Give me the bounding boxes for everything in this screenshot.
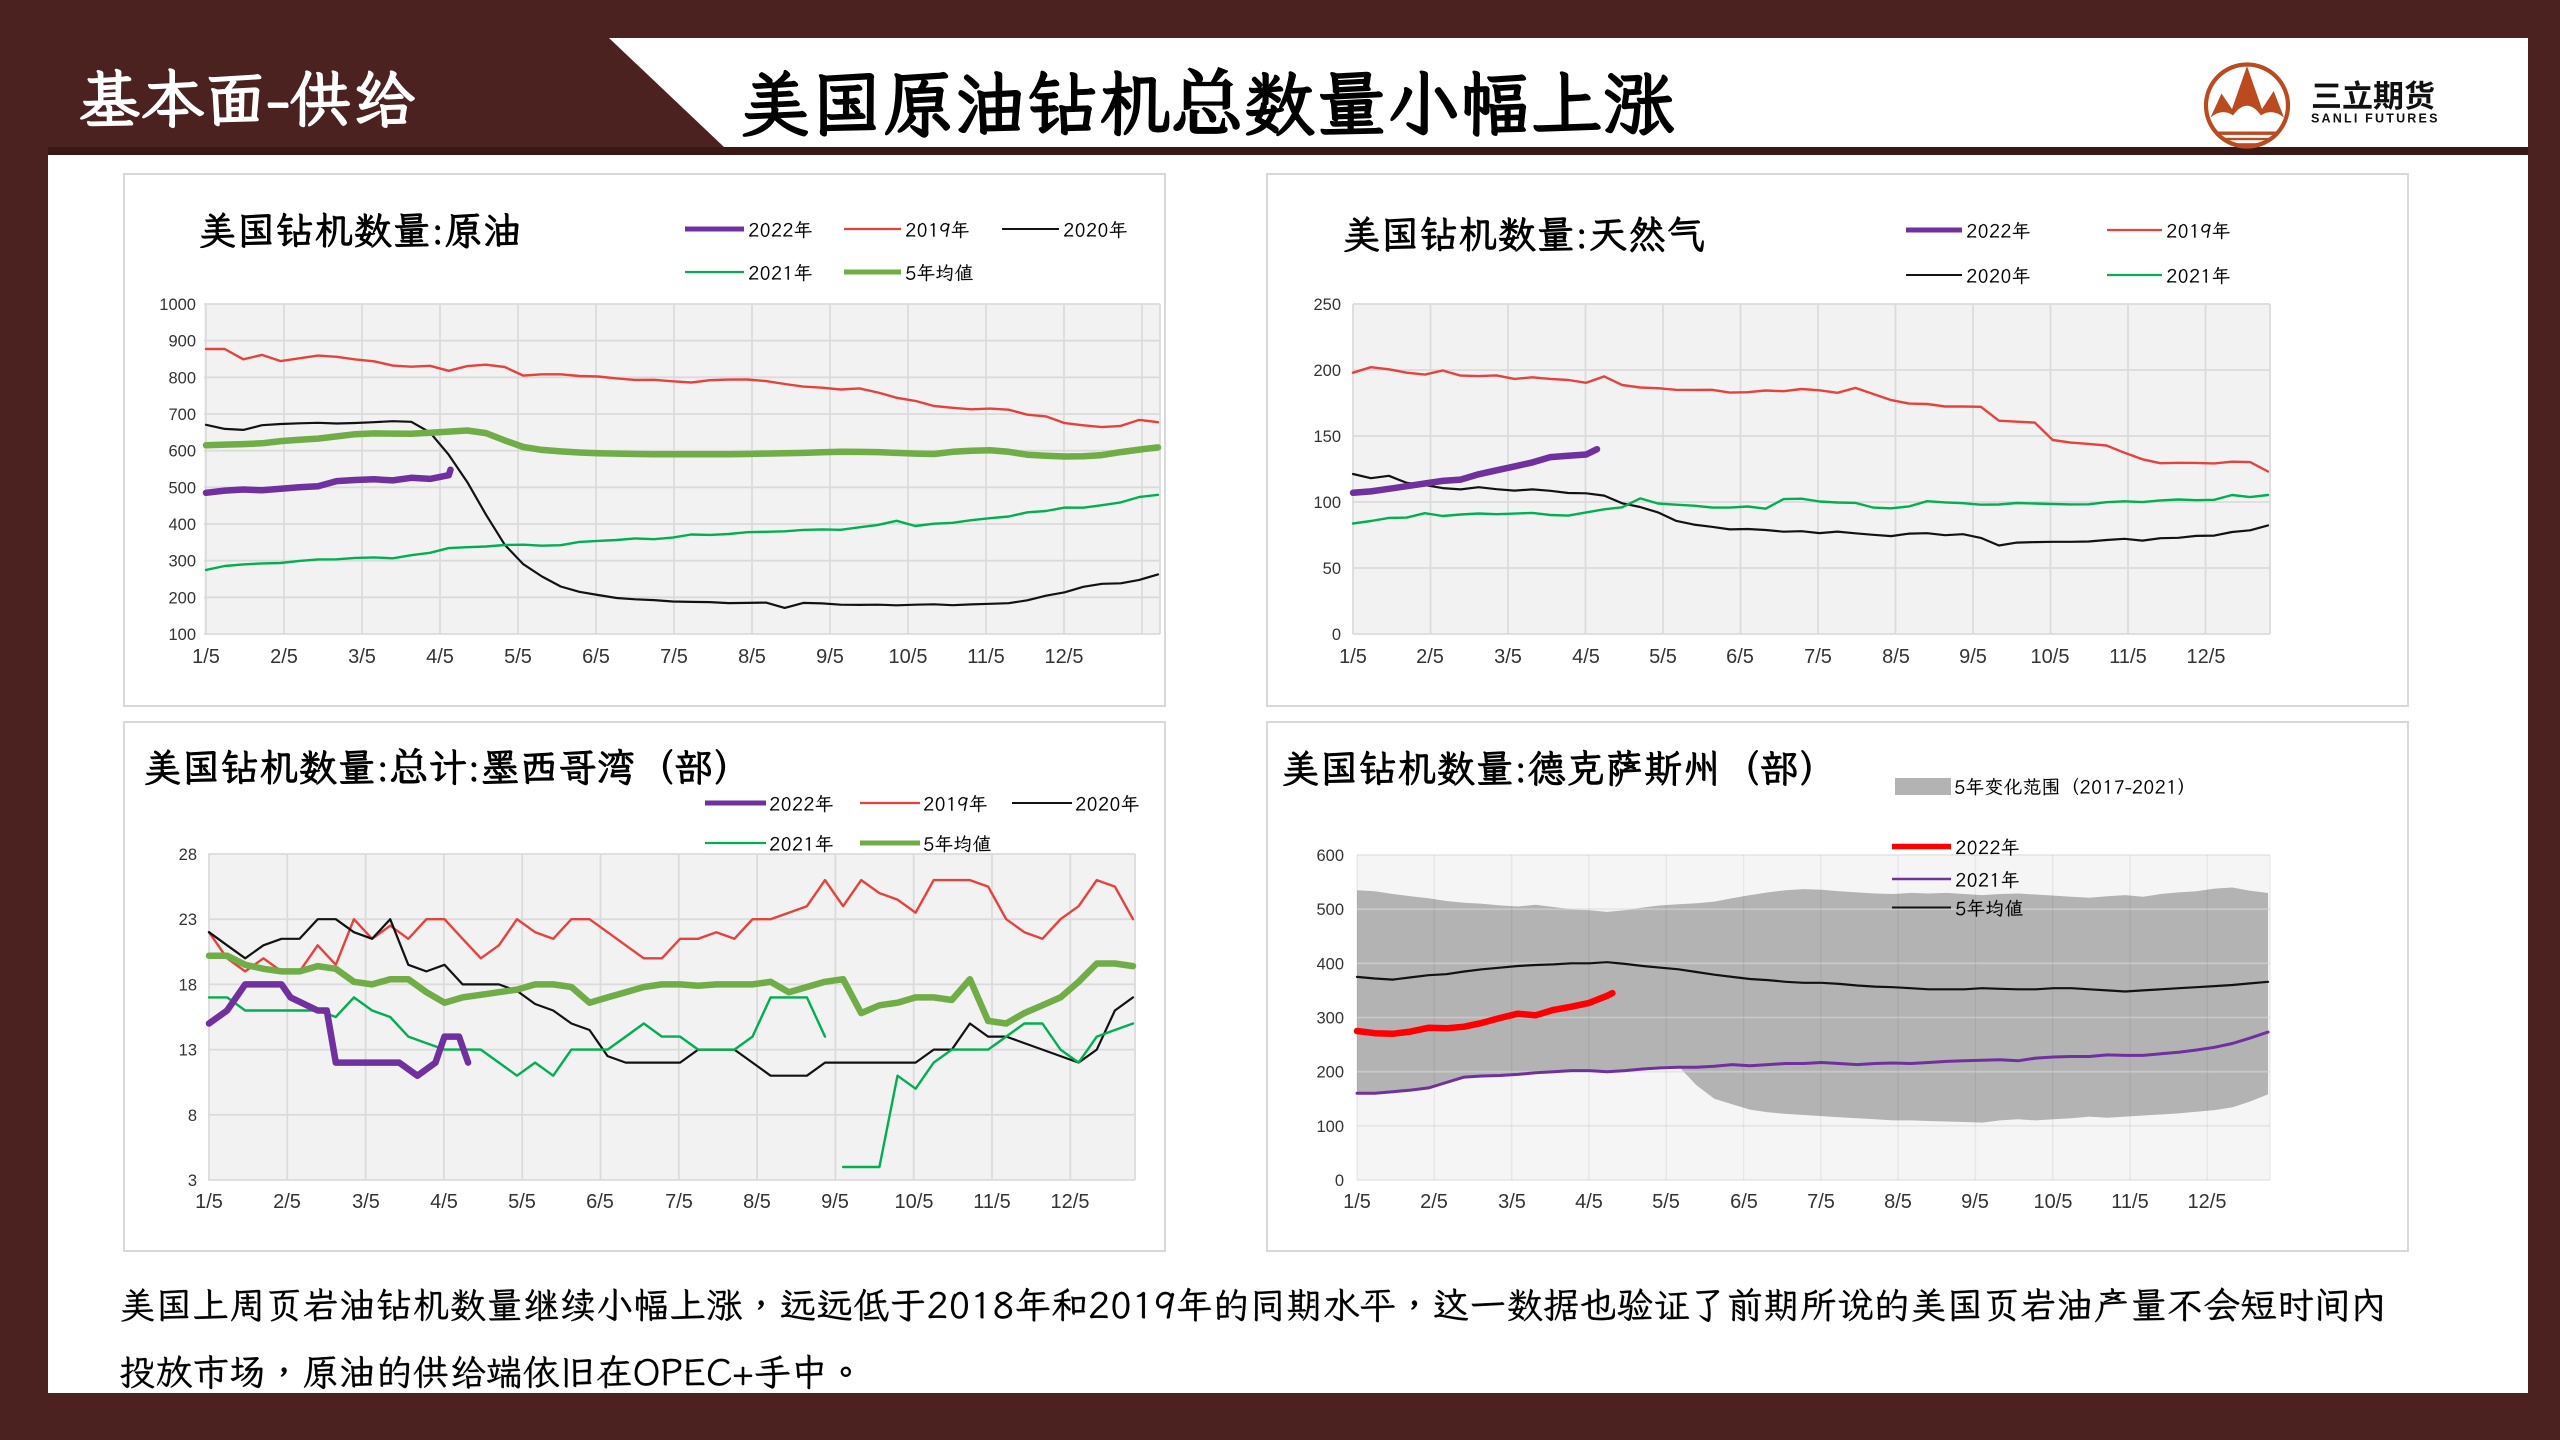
svg-text:1/5: 1/5 xyxy=(1339,646,1367,668)
svg-text:2/5: 2/5 xyxy=(273,1191,301,1213)
svg-text:300: 300 xyxy=(168,553,196,571)
svg-text:4/5: 4/5 xyxy=(1575,1191,1603,1213)
svg-text:800: 800 xyxy=(168,369,196,387)
svg-text:4/5: 4/5 xyxy=(426,646,454,668)
svg-text:10/5: 10/5 xyxy=(889,646,928,668)
svg-text:9/5: 9/5 xyxy=(816,646,844,668)
svg-text:8: 8 xyxy=(188,1107,197,1125)
svg-text:9/5: 9/5 xyxy=(821,1191,849,1213)
svg-text:28: 28 xyxy=(179,846,197,864)
svg-text:150: 150 xyxy=(1313,428,1341,446)
svg-text:4/5: 4/5 xyxy=(430,1191,458,1213)
svg-text:8/5: 8/5 xyxy=(738,646,766,668)
svg-text:5/5: 5/5 xyxy=(1652,1191,1680,1213)
svg-text:18: 18 xyxy=(179,976,197,994)
svg-text:200: 200 xyxy=(1313,362,1341,380)
svg-text:7/5: 7/5 xyxy=(660,646,688,668)
svg-text:9/5: 9/5 xyxy=(1961,1191,1989,1213)
svg-text:6/5: 6/5 xyxy=(586,1191,614,1213)
svg-text:7/5: 7/5 xyxy=(665,1191,693,1213)
svg-text:9/5: 9/5 xyxy=(1959,646,1987,668)
svg-text:1/5: 1/5 xyxy=(195,1191,223,1213)
svg-text:500: 500 xyxy=(168,479,196,497)
svg-text:700: 700 xyxy=(168,406,196,424)
svg-text:100: 100 xyxy=(168,626,196,644)
svg-text:5/5: 5/5 xyxy=(504,646,532,668)
svg-text:12/5: 12/5 xyxy=(2188,1191,2227,1213)
svg-text:100: 100 xyxy=(1316,1118,1344,1136)
svg-text:23: 23 xyxy=(179,911,197,929)
svg-text:1000: 1000 xyxy=(159,296,196,314)
svg-text:300: 300 xyxy=(1316,1010,1344,1028)
svg-text:5/5: 5/5 xyxy=(1649,646,1677,668)
svg-text:12/5: 12/5 xyxy=(1045,646,1084,668)
svg-text:11/5: 11/5 xyxy=(967,646,1004,668)
svg-text:200: 200 xyxy=(168,589,196,607)
svg-text:12/5: 12/5 xyxy=(2187,646,2226,668)
svg-text:3/5: 3/5 xyxy=(352,1191,380,1213)
svg-text:200: 200 xyxy=(1316,1064,1344,1082)
svg-text:900: 900 xyxy=(168,333,196,351)
svg-text:3/5: 3/5 xyxy=(348,646,376,668)
svg-text:7/5: 7/5 xyxy=(1807,1191,1835,1213)
svg-text:7/5: 7/5 xyxy=(1804,646,1832,668)
svg-text:8/5: 8/5 xyxy=(1882,646,1910,668)
svg-text:8/5: 8/5 xyxy=(743,1191,771,1213)
svg-text:0: 0 xyxy=(1335,1172,1344,1190)
svg-text:SANLI FUTURES: SANLI FUTURES xyxy=(2311,112,2440,126)
svg-text:11/5: 11/5 xyxy=(2111,1191,2148,1213)
svg-text:3/5: 3/5 xyxy=(1494,646,1522,668)
svg-text:6/5: 6/5 xyxy=(582,646,610,668)
svg-text:2/5: 2/5 xyxy=(270,646,298,668)
svg-text:3/5: 3/5 xyxy=(1498,1191,1526,1213)
svg-text:250: 250 xyxy=(1313,296,1341,314)
svg-text:8/5: 8/5 xyxy=(1884,1191,1912,1213)
svg-text:11/5: 11/5 xyxy=(2109,646,2146,668)
svg-text:50: 50 xyxy=(1323,560,1341,578)
svg-text:600: 600 xyxy=(168,443,196,461)
svg-text:600: 600 xyxy=(1316,847,1344,865)
svg-text:13: 13 xyxy=(179,1042,197,1060)
svg-text:500: 500 xyxy=(1316,901,1344,919)
svg-text:6/5: 6/5 xyxy=(1730,1191,1758,1213)
svg-text:400: 400 xyxy=(1316,955,1344,973)
svg-text:3: 3 xyxy=(188,1172,197,1190)
svg-text:10/5: 10/5 xyxy=(2031,646,2070,668)
svg-text:100: 100 xyxy=(1313,494,1341,512)
svg-text:1/5: 1/5 xyxy=(1343,1191,1371,1213)
svg-text:10/5: 10/5 xyxy=(895,1191,934,1213)
svg-text:0: 0 xyxy=(1332,626,1341,644)
svg-text:2/5: 2/5 xyxy=(1416,646,1444,668)
svg-text:10/5: 10/5 xyxy=(2034,1191,2073,1213)
svg-text:2/5: 2/5 xyxy=(1420,1191,1448,1213)
svg-text:5/5: 5/5 xyxy=(508,1191,536,1213)
svg-text:400: 400 xyxy=(168,516,196,534)
svg-text:12/5: 12/5 xyxy=(1051,1191,1090,1213)
svg-text:11/5: 11/5 xyxy=(973,1191,1010,1213)
svg-text:4/5: 4/5 xyxy=(1572,646,1600,668)
svg-text:6/5: 6/5 xyxy=(1726,646,1754,668)
svg-text:1/5: 1/5 xyxy=(192,646,220,668)
